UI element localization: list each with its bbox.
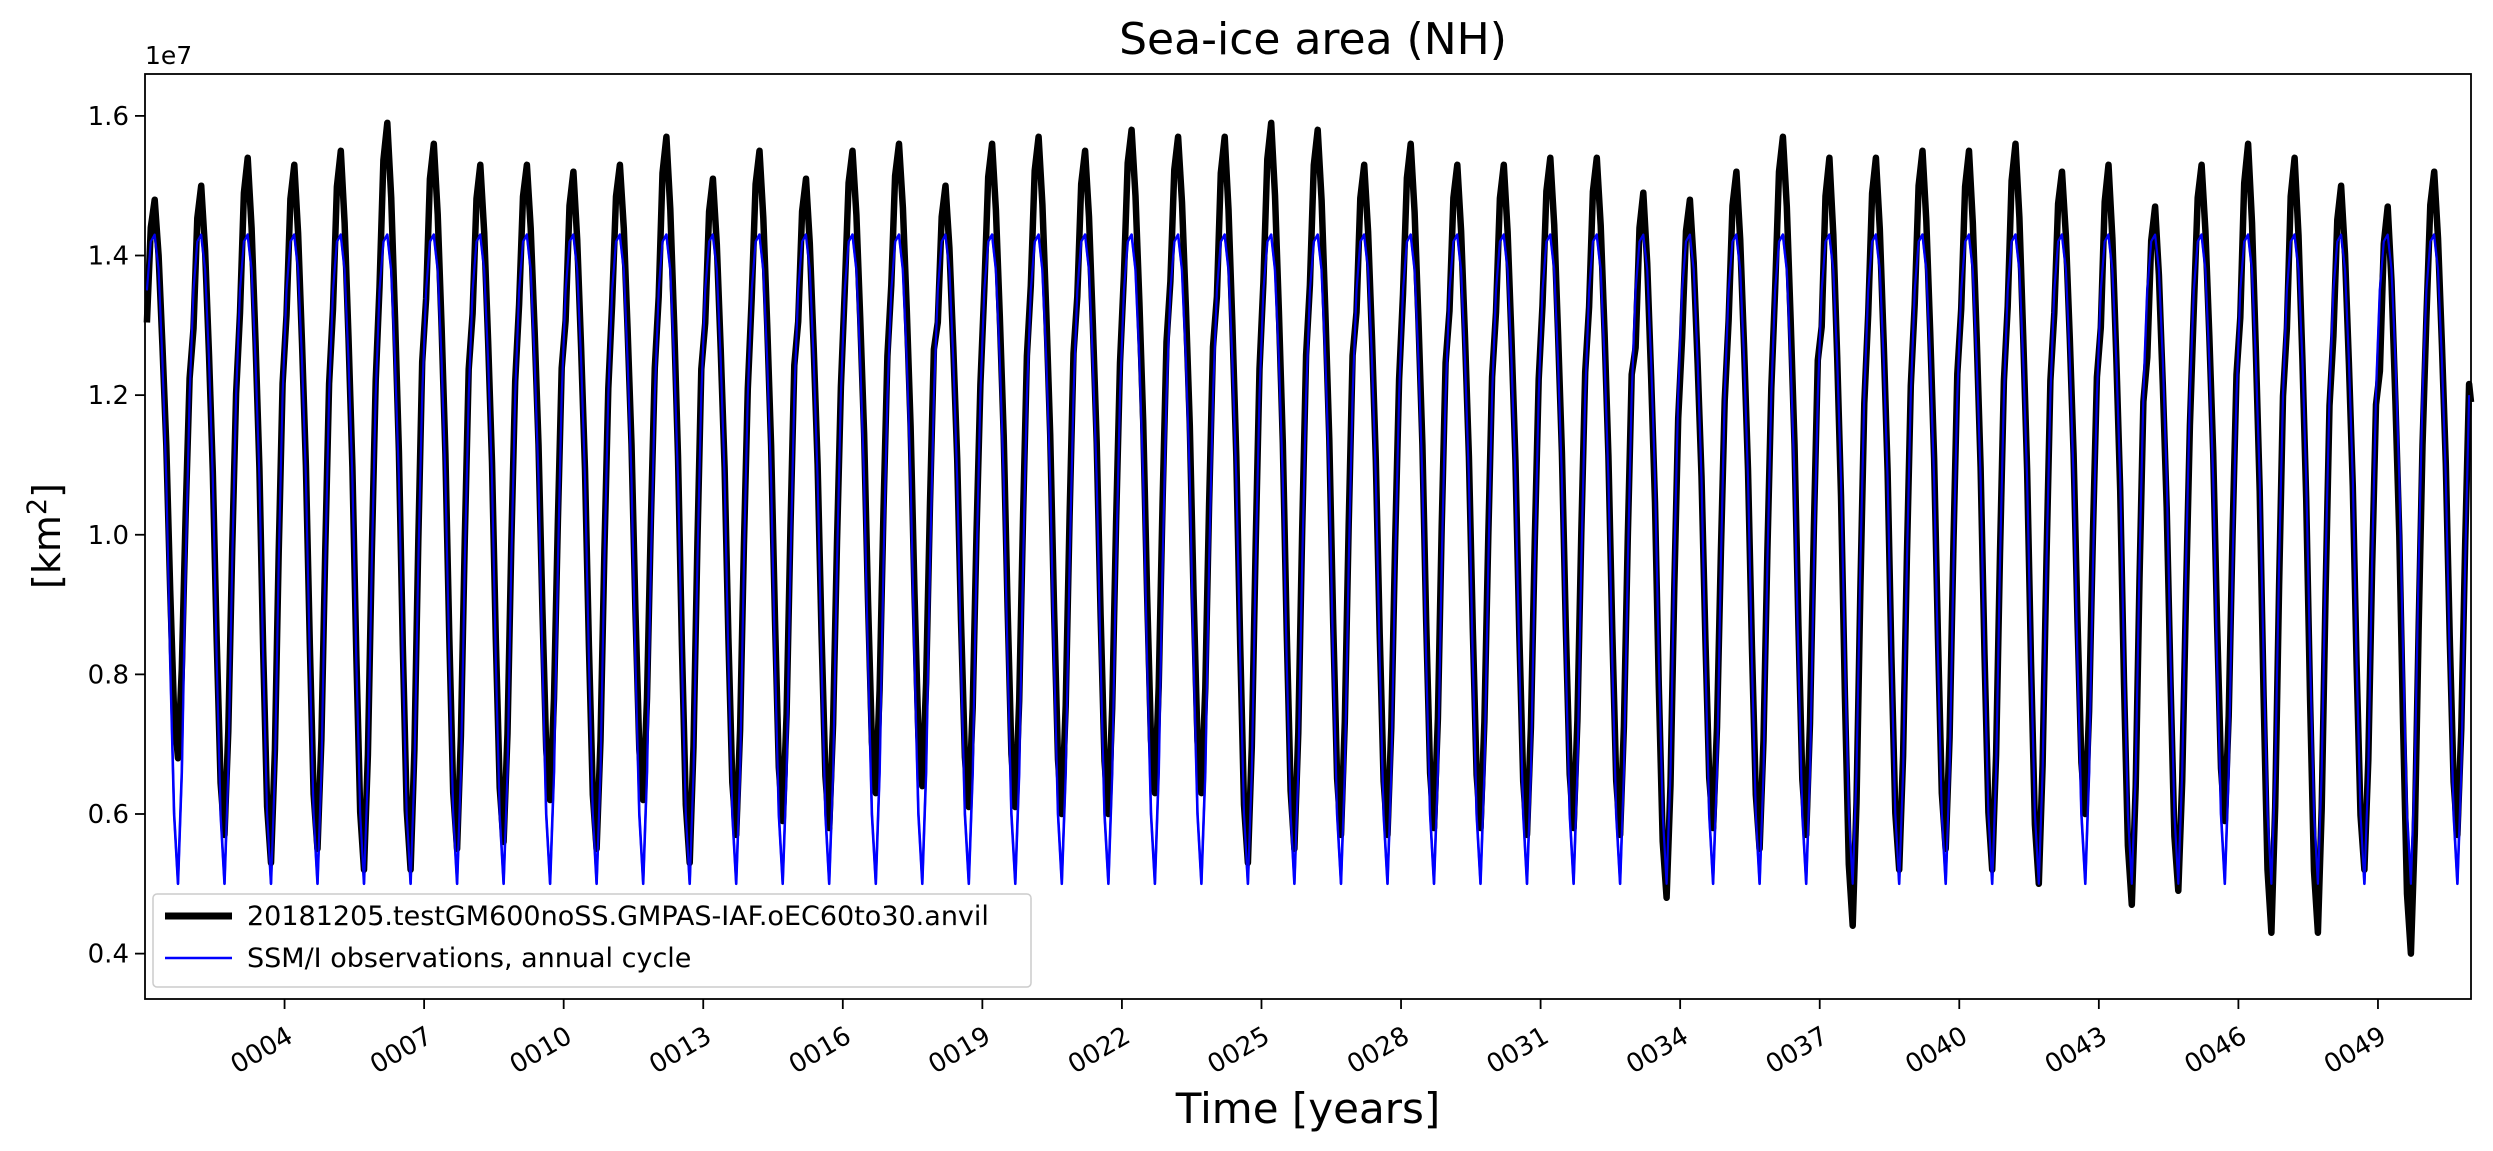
x-tick-label: 0007 bbox=[365, 1021, 437, 1080]
chart-title: Sea-ice area (NH) bbox=[1119, 14, 1507, 65]
legend-label-model: 20181205.testGM600noSS.GMPAS-IAF.oEC60to… bbox=[247, 901, 989, 932]
plot-frame bbox=[144, 73, 2472, 1000]
y-tick-label: 1.4 bbox=[88, 242, 129, 272]
y-tick-label: 0.8 bbox=[88, 660, 129, 690]
x-tick-label: 0043 bbox=[2040, 1021, 2112, 1080]
x-tick-label: 0034 bbox=[1621, 1021, 1693, 1080]
y-tick-label: 1.6 bbox=[88, 102, 129, 132]
x-tick-label: 0025 bbox=[1203, 1021, 1275, 1080]
x-tick-label: 0022 bbox=[1063, 1021, 1135, 1080]
series-observations-overlay bbox=[145, 233, 2471, 885]
x-tick-label: 0046 bbox=[2180, 1021, 2252, 1080]
x-tick-label: 0016 bbox=[784, 1021, 856, 1080]
y-axis-label-base: [km bbox=[25, 515, 69, 589]
x-tick-label: 0028 bbox=[1342, 1021, 1414, 1080]
legend: 20181205.testGM600noSS.GMPAS-IAF.oEC60to… bbox=[152, 893, 1032, 988]
x-ticks: 0004 0007 0010 0013 0016 0019 0022 0025 0028 0031… bbox=[226, 999, 2391, 1080]
y-axis-label-sup: 2 bbox=[22, 498, 53, 515]
legend-label-observations: SSM/I observations, annual cycle bbox=[247, 943, 691, 974]
x-tick-label: 0049 bbox=[2319, 1021, 2391, 1080]
y-tick-label: 0.4 bbox=[88, 940, 129, 970]
x-tick-label: 0013 bbox=[644, 1021, 716, 1080]
x-tick-label: 0037 bbox=[1761, 1021, 1833, 1080]
y-offset-label: 1e7 bbox=[145, 41, 192, 70]
x-tick-label: 0010 bbox=[505, 1021, 577, 1080]
x-tick-label: 0040 bbox=[1900, 1021, 1972, 1080]
x-tick-label: 0031 bbox=[1482, 1021, 1554, 1080]
y-tick-label: 1.0 bbox=[88, 521, 129, 551]
x-axis-label: Time [years] bbox=[1175, 1084, 1441, 1133]
y-tick-label: 1.2 bbox=[88, 381, 129, 411]
legend-box bbox=[152, 893, 1032, 988]
y-tick-label: 0.6 bbox=[88, 800, 129, 830]
y-axis-label-end: ] bbox=[25, 483, 69, 498]
y-axis-label: [km2] bbox=[22, 483, 69, 589]
x-tick-label: 0004 bbox=[226, 1021, 298, 1080]
y-ticks: 0.4 0.6 0.8 1.0 1.2 1.4 1.6 bbox=[88, 102, 145, 970]
x-tick-label: 0019 bbox=[924, 1021, 996, 1080]
series-layer bbox=[143, 119, 2475, 957]
